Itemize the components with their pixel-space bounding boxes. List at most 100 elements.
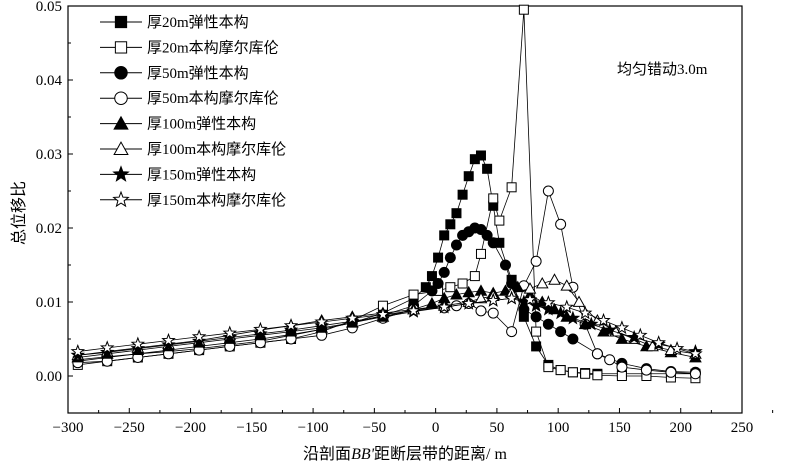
data-point (457, 189, 468, 200)
data-point (559, 299, 575, 314)
legend-marker (113, 141, 129, 155)
data-point (485, 292, 501, 307)
x-tick-label: −300 (53, 420, 84, 436)
data-point (463, 171, 474, 182)
legend-marker (112, 165, 130, 182)
x-tick-label: −50 (363, 420, 386, 436)
x-tick-label: 200 (669, 420, 692, 436)
data-point (541, 301, 556, 316)
data-point (665, 366, 677, 378)
legend-entry: 厚20m弹性本构 (147, 14, 249, 31)
x-tick-label: −150 (236, 420, 267, 436)
data-point (530, 311, 542, 323)
y-tick-label: 0.04 (36, 73, 63, 89)
data-point (640, 364, 652, 376)
data-point (499, 259, 511, 271)
data-point (283, 322, 299, 337)
data-point (130, 340, 146, 355)
data-point (542, 185, 554, 197)
data-point (406, 303, 421, 318)
x-tick-label: 0 (432, 420, 440, 436)
data-point (475, 305, 487, 317)
data-point (669, 340, 685, 355)
data-point (469, 271, 480, 282)
x-axis-label-prefix: 沿剖面 (303, 445, 351, 463)
data-point (487, 307, 499, 319)
y-tick-label: 0.05 (36, 0, 62, 15)
x-axis-label: 沿剖面BB'距断层带的距离/ m (303, 445, 507, 463)
data-point (555, 326, 567, 338)
data-point (222, 325, 238, 340)
plot-axes (67, 5, 774, 414)
data-point (450, 239, 462, 251)
data-point (504, 290, 519, 305)
data-point (426, 271, 437, 282)
data-point (457, 278, 468, 289)
data-point (688, 346, 703, 360)
data-point (445, 219, 456, 230)
x-tick-labels: −300 −250 −200 −150 −100 −50 0 50 100 150 200 250 (53, 420, 754, 436)
data-point (191, 329, 207, 343)
legend-marker (113, 115, 129, 130)
data-point (191, 333, 207, 348)
data-point (314, 314, 329, 329)
data-point (487, 237, 499, 249)
data-point (475, 248, 486, 259)
x-tick-label: 50 (489, 420, 504, 436)
data-point (591, 348, 603, 360)
x-axis-label-profile: BB' (351, 446, 375, 463)
data-point (375, 306, 391, 321)
data-point (222, 329, 238, 344)
data-point (548, 273, 561, 285)
data-point (542, 318, 554, 330)
data-point (425, 296, 439, 309)
data-point (651, 335, 666, 349)
y-tick-label: 0.02 (36, 221, 62, 237)
x-tick-label: −200 (175, 420, 206, 436)
data-point (161, 332, 176, 347)
legend-marker (114, 15, 128, 29)
data-point (689, 368, 701, 380)
data-point (616, 361, 628, 373)
data-point (506, 182, 517, 193)
data-point (614, 320, 630, 335)
legend-entry: 厚150m本构摩尔库伦 (147, 191, 286, 209)
x-tick-label: −250 (114, 420, 145, 436)
data-point (580, 368, 591, 379)
data-point (560, 279, 574, 291)
data-point (584, 316, 599, 331)
data-point (565, 310, 581, 325)
data-point (433, 252, 444, 263)
data-point (99, 344, 115, 359)
y-tick-labels: 0.00 0.01 0.02 0.03 0.04 0.05 (36, 0, 63, 385)
x-tick-label: 250 (731, 420, 754, 436)
data-point (518, 4, 529, 15)
data-point (592, 370, 603, 381)
data-point (615, 332, 629, 344)
data-point (616, 371, 627, 381)
data-point (572, 295, 586, 307)
legend-marker (114, 41, 128, 54)
data-point (436, 299, 452, 314)
data-point (130, 336, 146, 351)
x-tick-label: −100 (298, 420, 329, 436)
data-point (439, 230, 450, 241)
legend-entry: 厚50m弹性本构 (147, 65, 249, 82)
y-tick-label: 0.01 (36, 295, 62, 311)
legend-marker (112, 190, 130, 208)
x-tick-label: 150 (608, 420, 631, 436)
legend-entry: 厚150m弹性本构 (147, 166, 256, 183)
y-tick-label: 0.03 (36, 147, 62, 163)
data-point (604, 354, 616, 366)
series-layer (70, 4, 703, 384)
data-point (506, 326, 518, 338)
data-point (541, 295, 556, 309)
data-point (408, 289, 419, 300)
data-point (445, 282, 456, 293)
data-point (475, 150, 486, 161)
legend-entry: 厚50m本构摩尔库伦 (147, 89, 279, 107)
data-point (535, 276, 549, 289)
data-point (633, 327, 648, 342)
legend-marker (114, 66, 128, 80)
